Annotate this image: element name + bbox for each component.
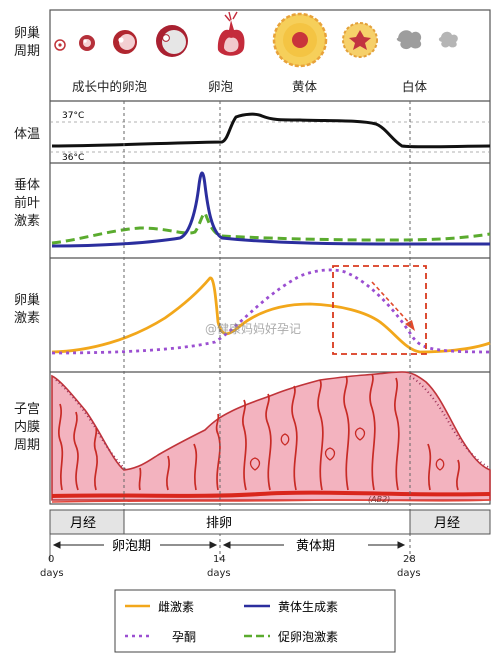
legend-label-fsh: 促卵泡激素	[278, 630, 338, 644]
row-labels: 卵巢周期 体温 垂体前叶激素 卵巢激素 子宫内膜周期	[14, 26, 40, 453]
ruptured-follicle-icon	[217, 11, 245, 56]
artist-signature: (AB2)	[368, 495, 390, 504]
estrogen-curve	[51, 276, 491, 354]
spiral-glands	[58, 373, 460, 491]
gland-loops	[249, 427, 445, 471]
basal-vessel-secondary	[51, 499, 491, 503]
row-label-endometrium: 子宫内膜周期	[14, 402, 40, 453]
phase-label-follicular: 卵泡期	[112, 539, 151, 554]
stage-label-corpus-luteum: 黄体	[292, 79, 318, 94]
phase-label-menses-right: 月经	[434, 516, 460, 531]
row-label-ovarian-cycle: 卵巢周期	[14, 26, 40, 59]
stage-label-ovulation: 卵泡	[208, 79, 234, 94]
phase-label-luteal: 黄体期	[296, 539, 335, 554]
phase-label-ovulation: 排卵	[206, 516, 232, 531]
mature-follicle-icon	[156, 25, 188, 57]
ovary-stage-labels: 成长中的卵泡 卵泡 黄体 白体	[72, 79, 428, 94]
day-tick-0-value: 0	[48, 554, 54, 565]
legend-label-estrogen: 雌激素	[158, 599, 194, 614]
day-tick-28-value: 28	[403, 554, 416, 565]
shedding-dots-right	[409, 375, 491, 469]
basal-body-temperature-line	[51, 112, 491, 149]
corpus-luteum-icon	[272, 12, 328, 68]
secondary-follicle-icon	[79, 35, 95, 51]
endometrium-chart: (AB2)	[51, 371, 491, 504]
watermark: @健康妈妈好孕记	[205, 321, 301, 336]
legend-label-lh: 黄体生成素	[278, 600, 338, 614]
regressing-corpus-luteum-icon	[342, 22, 378, 58]
temperature-chart: 37°C 36°C	[50, 111, 491, 163]
pituitary-hormone-chart	[51, 171, 491, 248]
stage-label-growing-follicle: 成长中的卵泡	[72, 79, 148, 94]
basal-vessel	[51, 490, 491, 498]
phase-label-menses-left: 月经	[70, 516, 96, 531]
row-label-temperature: 体温	[14, 127, 40, 142]
day-tick-14-value: 14	[213, 554, 226, 565]
corpus-albicans-icon	[396, 30, 458, 50]
temp-label-low: 36°C	[62, 153, 84, 163]
decline-arrow	[371, 281, 413, 327]
legend-label-progesterone: 孕酮	[172, 630, 196, 644]
stage-label-corpus-albicans: 白体	[402, 79, 428, 94]
phase-bar: 月经 排卵 月经	[49, 509, 491, 535]
phase-arrows	[52, 541, 406, 549]
menses-left-cell	[49, 509, 125, 535]
antral-follicle-icon	[113, 30, 137, 54]
day-tick-0-unit: days	[40, 568, 64, 579]
ovary-stage-illustrations	[54, 11, 458, 68]
lh-curve	[51, 171, 490, 248]
ovarian-hormone-chart: @健康妈妈好孕记	[51, 265, 491, 355]
menses-right-cell	[409, 509, 491, 535]
row-label-pituitary: 垂体前叶激素	[14, 178, 40, 229]
primary-follicle-icon	[54, 39, 66, 51]
day-axis: 0 days 14 days 28 days	[40, 554, 421, 579]
panel-grid	[49, 9, 491, 505]
day-tick-28-unit: days	[397, 568, 421, 579]
legend: 雌激素 黄体生成素 孕酮 促卵泡激素	[114, 589, 396, 653]
progesterone-curve	[51, 268, 491, 355]
fsh-curve	[51, 211, 491, 245]
legend-box	[114, 589, 396, 653]
row-label-ovarian-hormones: 卵巢激素	[14, 293, 40, 326]
temp-label-high: 37°C	[62, 111, 84, 121]
day-tick-14-unit: days	[207, 568, 231, 579]
